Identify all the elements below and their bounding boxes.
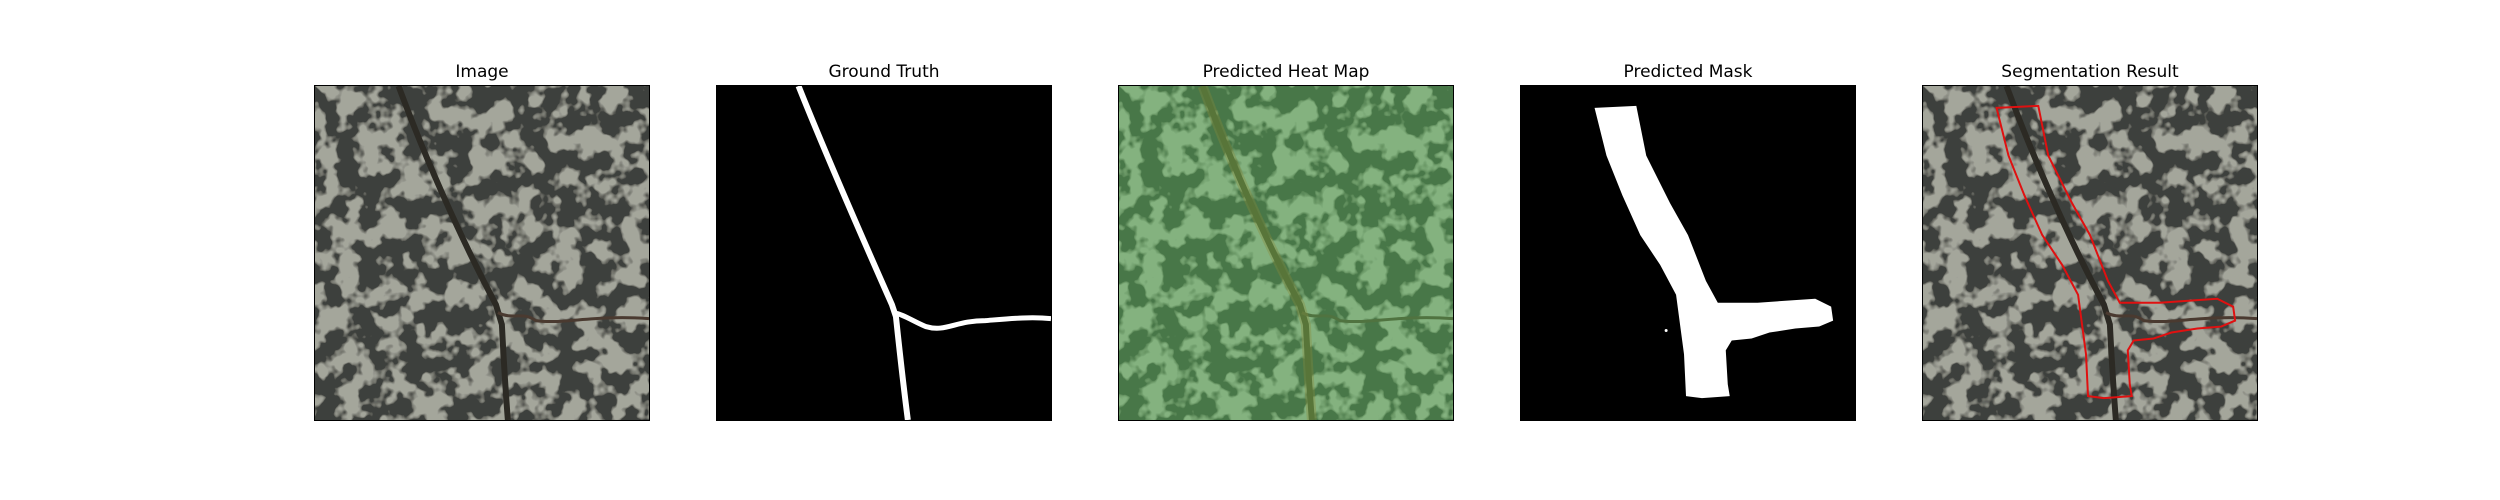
heat-map-image <box>1118 85 1454 421</box>
heat-overlay <box>1119 86 1453 420</box>
panel-heat-map: Predicted Heat Map <box>1118 60 1454 421</box>
heat-vein-highlight <box>1197 86 1317 420</box>
panel-title: Predicted Mask <box>1623 62 1753 82</box>
panel-image: Image <box>314 60 650 421</box>
ground-truth-mask <box>716 85 1052 421</box>
panel-title: Ground Truth <box>828 62 940 82</box>
predicted-mask-region <box>1594 105 1834 399</box>
predicted-mask <box>1520 85 1856 421</box>
panel-title: Image <box>455 62 509 82</box>
segmentation-result-image <box>1922 85 2258 421</box>
segmentation-contour <box>1995 104 2237 400</box>
panel-title: Predicted Heat Map <box>1202 62 1370 82</box>
branch-vein <box>497 311 649 324</box>
main-vein <box>395 86 511 420</box>
gt-branch-vein <box>893 310 1051 331</box>
panel-ground-truth: Ground Truth <box>716 60 1052 421</box>
panel-title: Segmentation Result <box>2001 62 2179 82</box>
gt-main-vein <box>795 86 911 420</box>
panel-segmentation-result: Segmentation Result <box>1922 60 2258 421</box>
leaf-image <box>314 85 650 421</box>
panel-predicted-mask: Predicted Mask <box>1520 60 1856 421</box>
